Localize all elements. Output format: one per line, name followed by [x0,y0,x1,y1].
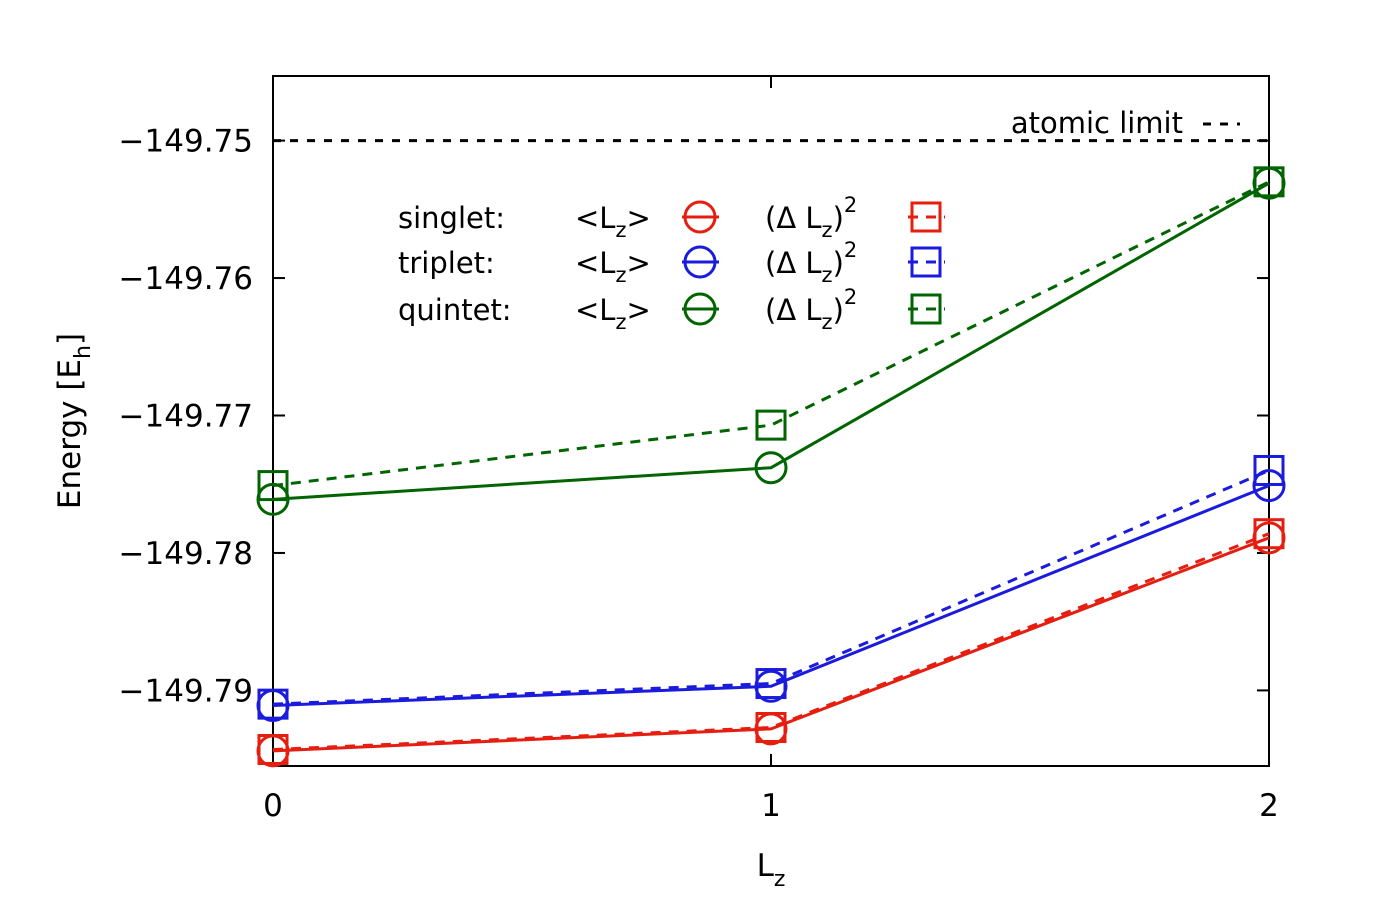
dlz2-line [272,469,1270,706]
legend-dlz2-marker [910,293,942,325]
y-tick-label: −149.79 [119,673,253,709]
dlz2-line [272,532,1270,752]
lz-point [1252,469,1286,503]
lz-line [272,181,1270,501]
legend-dlz2-marker [910,201,942,233]
legend-series-label: triplet: [398,246,495,280]
legend-dlz2-label: (Δ Lz)2 [765,285,857,334]
legend-lz-label: <Lz> [575,293,651,334]
lz-point [754,712,788,746]
lz-point [1252,166,1286,200]
legend-dlz2-marker [910,246,942,278]
x-tick-label: 1 [761,788,781,824]
legend-lz-label: <Lz> [575,201,651,242]
plot-frame [272,75,1270,767]
legend-dlz2-label: (Δ Lz)2 [765,238,857,287]
dlz2-point [257,470,289,502]
dlz2-point [755,409,787,441]
lz-point [256,482,290,516]
x-axis-title-main: L [757,848,775,884]
legend-lz-marker [683,200,717,234]
series-layer [256,166,1286,768]
y-axis-title-end: ] [52,333,88,345]
lz-point [256,689,290,723]
legend-lz-marker [683,245,717,279]
dlz2-point [1253,454,1285,486]
legend-series-label: singlet: [398,201,505,235]
lz-line [272,536,1270,753]
dlz2-line [272,180,1270,488]
legend-lz-marker [683,292,717,326]
y-tick-label: −149.78 [119,536,253,572]
y-tick-label: −149.76 [119,261,253,297]
legend-dlz2-label: (Δ Lz)2 [765,193,857,242]
legend-atomic-limit-label: atomic limit [1011,106,1183,140]
series-singlet [256,518,1286,768]
series-triplet [256,454,1286,723]
y-tick-label: −149.75 [119,124,253,160]
lz-point [754,669,788,703]
x-axis: 0 1 2 [263,76,1279,824]
series-quintet [256,166,1286,516]
x-tick-label: 2 [1259,788,1279,824]
x-tick-label: 0 [263,788,283,824]
y-tick-label: −149.77 [119,399,253,435]
y-axis-title-sub: h [71,345,96,359]
y-axis: −149.79 −149.78 −149.77 −149.76 −149.75 [119,124,1269,709]
y-axis-title-main: Energy [E [52,359,88,509]
x-axis-title: Lz [757,848,786,892]
lz-point [754,451,788,485]
legend-series-label: quintet: [398,293,512,327]
lz-line [272,484,1270,708]
legend-lz-label: <Lz> [575,246,651,287]
y-axis-title: Energy [Eh] [52,333,96,509]
legend: atomic limit singlet: <Lz> (Δ Lz)2 triplet: <… [398,106,1240,334]
lz-point [256,734,290,768]
lz-point [1252,521,1286,555]
x-axis-title-sub: z [774,867,786,892]
